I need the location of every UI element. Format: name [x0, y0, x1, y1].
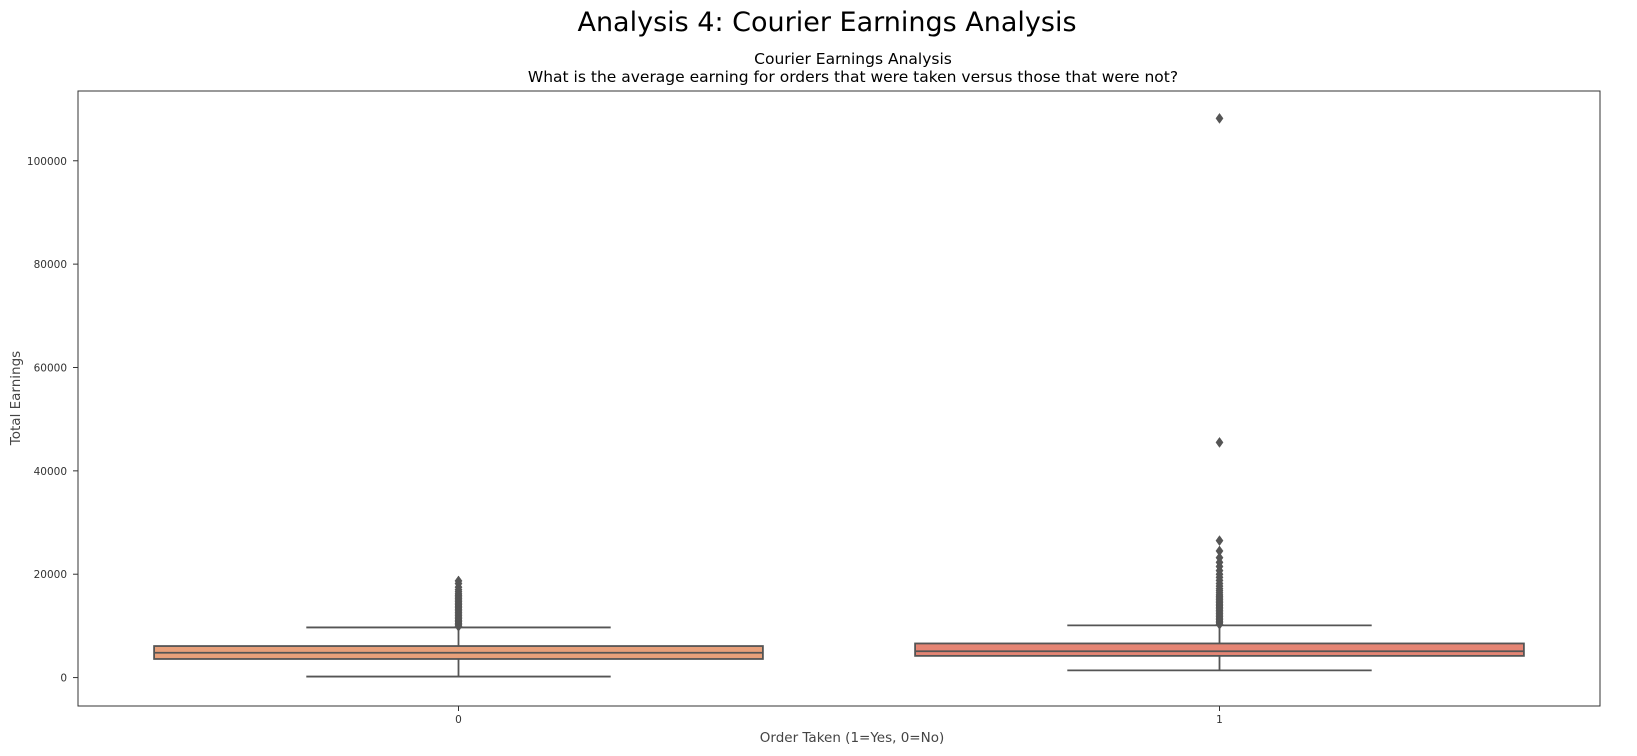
iqr-box — [914, 642, 1525, 657]
y-axis-label: Total Earnings — [8, 351, 24, 446]
x-axis-label: Order Taken (1=Yes, 0=No) — [760, 730, 945, 746]
y-tick-label: 40000 — [34, 466, 67, 478]
y-tick-label: 0 — [60, 673, 67, 685]
outlier-point — [454, 575, 463, 587]
x-tick-label: 1 — [1216, 714, 1223, 726]
outlier-point — [1215, 112, 1224, 124]
outlier-point — [1215, 437, 1224, 448]
outlier-point — [1215, 545, 1224, 557]
x-tick-label: 0 — [455, 714, 462, 726]
plot-frame — [77, 90, 1601, 707]
outlier-point — [1215, 552, 1224, 564]
plot-area: 0 20000 40000 60000 80000 100000 0 1 — [27, 112, 1525, 726]
outlier-point — [1215, 535, 1224, 547]
y-tick-label: 100000 — [27, 156, 67, 168]
chart-subtitle: What is the average earning for orders t… — [528, 68, 1178, 86]
chart-title: Courier Earnings Analysis — [754, 50, 952, 68]
y-tick-label: 80000 — [34, 259, 67, 271]
y-tick-label: 20000 — [34, 569, 67, 581]
figure-suptitle: Analysis 4: Courier Earnings Analysis — [577, 7, 1076, 38]
y-tick-label: 60000 — [34, 362, 67, 374]
